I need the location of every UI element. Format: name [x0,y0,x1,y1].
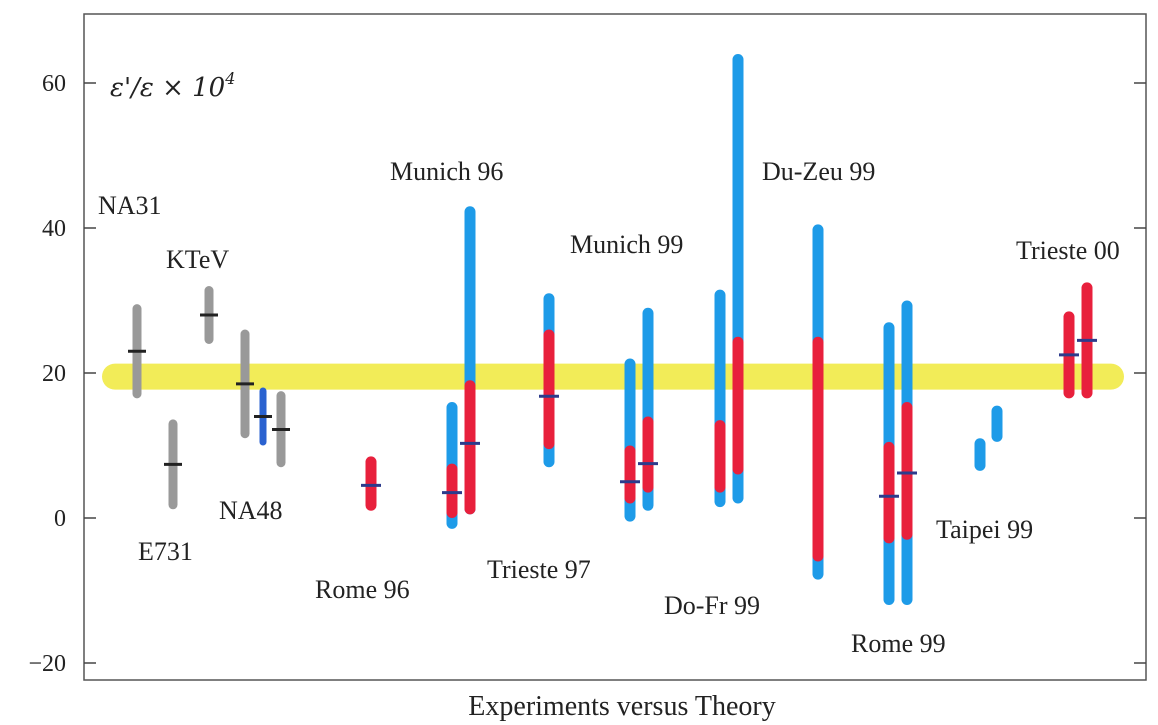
theory-range-bar-inner [464,380,476,515]
theory-label: Rome 96 [315,575,410,604]
theory-range-bar-outer [991,405,1003,442]
x-axis-label: Experiments versus Theory [468,691,775,722]
theory-label: Munich 96 [390,157,503,186]
theory-range-bar-inner [883,441,895,544]
theory-label: Trieste 00 [1016,236,1120,265]
theory-label: Taipei 99 [936,515,1033,544]
theory-range-bar-inner [901,402,913,540]
theory-range-bar-inner [446,463,458,518]
theory-range-bar-inner [714,420,726,493]
theory-range-bar-inner [365,456,377,511]
theory-range-bar-inner [543,329,555,450]
theory-range-bar-inner [732,336,744,475]
plot-frame [83,13,1147,681]
theory-range-bar-outer [974,438,986,471]
y-axis-label: ε'/ε × 104 [110,69,235,103]
theory-range-bar-inner [812,336,824,562]
y-tick-label: 0 [54,506,66,532]
theory-label: Rome 99 [851,629,946,658]
experiment-label: KTeV [166,245,229,274]
theory-label: Munich 99 [570,230,683,259]
theory-label: Du-Zeu 99 [762,157,875,186]
y-tick-label: −20 [28,651,66,677]
theory-average-band [102,363,1124,390]
theory-label: Do-Fr 99 [664,591,760,620]
experiment-label: NA48 [219,496,283,525]
theory-label: Trieste 97 [487,555,591,584]
y-tick-label: 40 [42,216,66,242]
experiment-label: E731 [138,537,193,566]
y-tick-label: 20 [42,361,66,387]
experiment-label: NA31 [98,191,162,220]
theory-range-bar-inner [624,445,636,504]
y-tick-label: 60 [42,71,66,97]
theory-range-bar-inner [642,416,654,493]
